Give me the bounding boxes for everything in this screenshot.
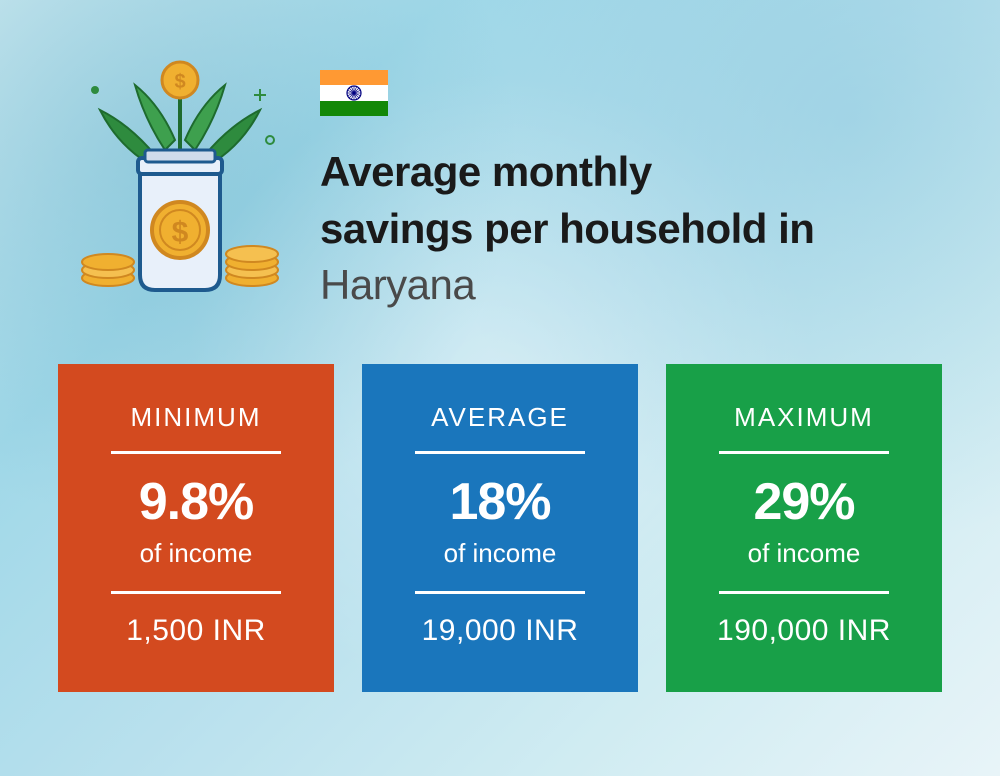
card-divider [719, 591, 889, 594]
title-line-2: savings per household in [320, 205, 814, 252]
card-amount: 190,000 INR [717, 614, 891, 648]
card-amount: 1,500 INR [126, 614, 266, 648]
stats-cards-row: MINIMUM 9.8% of income 1,500 INR AVERAGE… [0, 334, 1000, 692]
card-divider [415, 451, 585, 454]
card-divider [111, 591, 281, 594]
card-percent: 29% [753, 472, 854, 532]
header-section: $ $ [0, 0, 1000, 334]
sparkle-icon [91, 86, 99, 94]
card-label: AVERAGE [431, 402, 569, 433]
svg-text:$: $ [174, 71, 185, 93]
card-divider [719, 451, 889, 454]
sparkle-icon [254, 89, 266, 101]
card-subtext: of income [140, 538, 253, 569]
savings-illustration: $ $ [60, 50, 300, 300]
flag-stripe-saffron [320, 70, 388, 85]
ashoka-chakra-icon [346, 85, 362, 101]
title-block: Average monthly savings per household in… [320, 50, 814, 314]
page-title: Average monthly savings per household in… [320, 144, 814, 314]
card-label: MINIMUM [131, 402, 262, 433]
card-amount: 19,000 INR [422, 614, 579, 648]
title-region: Haryana [320, 261, 475, 308]
title-line-1: Average monthly [320, 148, 652, 195]
coin-stack-left-icon [82, 254, 134, 286]
card-subtext: of income [444, 538, 557, 569]
sparkle-icon [266, 136, 274, 144]
card-average: AVERAGE 18% of income 19,000 INR [362, 364, 638, 692]
flag-stripe-green [320, 101, 388, 116]
card-divider [415, 591, 585, 594]
card-minimum: MINIMUM 9.8% of income 1,500 INR [58, 364, 334, 692]
card-divider [111, 451, 281, 454]
svg-text:$: $ [172, 216, 189, 249]
card-subtext: of income [748, 538, 861, 569]
card-percent: 18% [449, 472, 550, 532]
coin-stack-right-icon [226, 246, 278, 286]
card-label: MAXIMUM [734, 402, 874, 433]
india-flag-icon [320, 70, 388, 116]
card-percent: 9.8% [139, 472, 254, 532]
card-maximum: MAXIMUM 29% of income 190,000 INR [666, 364, 942, 692]
savings-jar-icon: $ [138, 150, 222, 290]
